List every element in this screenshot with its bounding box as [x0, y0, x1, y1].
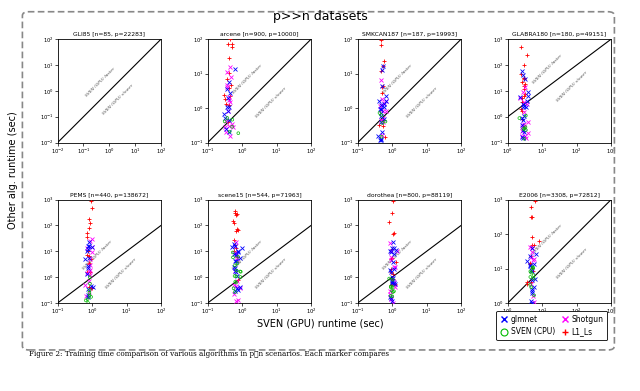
Point: [526, 284, 536, 291]
Text: Figure 2: Training time comparison of various algorithms in p≫n scenarios. Each : Figure 2: Training time comparison of va…: [29, 350, 389, 358]
Title: dorothea [n=800, p=88119]: dorothea [n=800, p=88119]: [367, 193, 452, 198]
Point: [387, 293, 397, 300]
Text: SVEN (GPU) slower: SVEN (GPU) slower: [405, 257, 438, 289]
Title: GLI85 [n=85, p=22283]: GLI85 [n=85, p=22283]: [74, 32, 145, 37]
Point: [514, 115, 524, 121]
Title: GLABRA180 [n=180, p=49151]: GLABRA180 [n=180, p=49151]: [513, 32, 607, 37]
Point: [527, 264, 538, 270]
Point: [81, 297, 91, 303]
Point: [521, 113, 531, 119]
Point: [84, 290, 95, 296]
Point: [84, 287, 95, 293]
Point: [220, 118, 230, 124]
Point: [232, 267, 242, 274]
Point: [386, 284, 396, 291]
Title: arcene [n=900, p=10000]: arcene [n=900, p=10000]: [220, 32, 299, 37]
Point: [386, 283, 396, 290]
Point: [529, 272, 539, 278]
Text: SVEN (GPU) slower: SVEN (GPU) slower: [556, 71, 588, 103]
Point: [387, 287, 397, 294]
Point: [86, 294, 96, 300]
Point: [222, 115, 232, 121]
Point: [230, 262, 240, 269]
Point: [525, 268, 536, 274]
Point: [230, 289, 240, 295]
Point: [85, 281, 95, 287]
Point: [376, 134, 387, 140]
Point: [228, 285, 239, 291]
Point: [228, 254, 238, 260]
Text: SVEN (GPU) slower: SVEN (GPU) slower: [556, 247, 588, 280]
Point: [518, 126, 529, 132]
Point: [236, 269, 246, 275]
Point: [228, 249, 238, 256]
Text: SVEN (GPU) faster: SVEN (GPU) faster: [382, 63, 413, 94]
Point: [376, 112, 387, 118]
Point: [83, 296, 93, 302]
Point: [520, 125, 530, 131]
Point: [227, 117, 237, 123]
Point: [231, 280, 241, 286]
Point: [529, 292, 539, 298]
Text: SVEN (GPU) runtime (sec): SVEN (GPU) runtime (sec): [257, 319, 383, 329]
Point: [389, 288, 399, 294]
Point: [529, 275, 539, 282]
Point: [83, 300, 93, 306]
Text: SVEN (GPU) slower: SVEN (GPU) slower: [102, 84, 134, 116]
Point: [231, 273, 241, 280]
Point: [84, 292, 95, 299]
Text: Other alg. runtime (sec): Other alg. runtime (sec): [8, 111, 18, 229]
Title: E2006 [n=3308, p=72812]: E2006 [n=3308, p=72812]: [519, 193, 600, 198]
Point: [387, 284, 397, 290]
Text: SVEN (GPU) faster: SVEN (GPU) faster: [84, 66, 116, 97]
Point: [84, 274, 95, 280]
Text: SVEN (GPU) faster: SVEN (GPU) faster: [232, 63, 263, 94]
Text: SVEN (GPU) faster: SVEN (GPU) faster: [232, 240, 263, 271]
Point: [528, 265, 538, 271]
Text: SVEN (GPU) faster: SVEN (GPU) faster: [532, 224, 563, 255]
Point: [388, 289, 398, 295]
Point: [227, 124, 237, 130]
Title: SMKCAN187 [n=187, p=19993]: SMKCAN187 [n=187, p=19993]: [362, 32, 457, 37]
Point: [236, 274, 246, 280]
Point: [521, 127, 531, 133]
Point: [380, 118, 390, 125]
Text: SVEN (GPU) faster: SVEN (GPU) faster: [382, 240, 413, 271]
Legend: glmnet, SVEN (CPU), Shotgun, L1_Ls: glmnet, SVEN (CPU), Shotgun, L1_Ls: [496, 311, 607, 340]
Point: [235, 268, 245, 274]
Text: SVEN (GPU) slower: SVEN (GPU) slower: [405, 87, 438, 119]
Point: [374, 110, 385, 116]
Point: [233, 254, 243, 260]
Point: [385, 292, 396, 299]
Text: SVEN (GPU) slower: SVEN (GPU) slower: [106, 257, 138, 289]
Point: [527, 265, 538, 271]
Point: [232, 260, 243, 266]
Point: [230, 279, 241, 285]
Point: [230, 273, 240, 279]
Text: SVEN (GPU) faster: SVEN (GPU) faster: [82, 240, 113, 271]
Text: SVEN (GPU) faster: SVEN (GPU) faster: [532, 53, 563, 84]
Text: SVEN (GPU) slower: SVEN (GPU) slower: [255, 257, 287, 289]
Point: [525, 274, 536, 280]
Text: p>>n datasets: p>>n datasets: [273, 10, 367, 23]
Point: [520, 124, 531, 130]
Point: [378, 120, 388, 126]
Title: scene15 [n=544, p=71963]: scene15 [n=544, p=71963]: [218, 193, 301, 198]
Point: [526, 269, 536, 276]
Point: [387, 276, 397, 283]
Point: [225, 129, 235, 135]
Point: [384, 275, 394, 282]
Point: [233, 130, 243, 136]
Point: [525, 282, 535, 288]
Point: [519, 136, 529, 142]
Text: SVEN (GPU) slower: SVEN (GPU) slower: [255, 87, 287, 119]
Title: PEMS [n=440, p=138672]: PEMS [n=440, p=138672]: [70, 193, 148, 198]
